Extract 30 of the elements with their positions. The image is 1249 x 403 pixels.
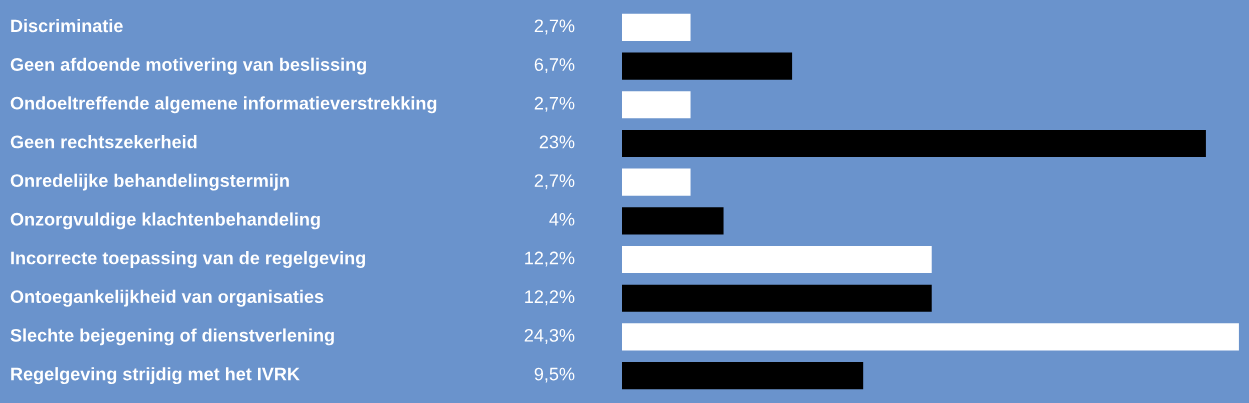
- data-label: 2,7%: [534, 96, 575, 112]
- y-tick-label: Incorrecte toepassing van de regelgeving: [11, 251, 365, 268]
- y-tick-label: Discriminatie: [11, 18, 123, 33]
- data-label: 23%: [539, 135, 575, 149]
- bar: [622, 362, 864, 390]
- y-tick-label: Onredelijke behandelingstermijn: [10, 173, 289, 191]
- data-label: 24,3%: [524, 328, 575, 344]
- bar: [622, 284, 932, 312]
- y-tick-label: Slechte bejegening of dienstverlening: [10, 328, 334, 346]
- data-label: 2,7%: [534, 19, 575, 35]
- data-label: 2,7%: [534, 174, 575, 190]
- y-tick-label: Geen afdoende motivering van beslissing: [10, 57, 366, 75]
- bar: [622, 52, 793, 80]
- bar: [622, 129, 1206, 158]
- y-tick-label: Geen rechtszekerheid: [10, 135, 197, 149]
- bar: [622, 323, 1239, 351]
- bar: [622, 207, 724, 235]
- bar: [622, 91, 691, 119]
- y-tick-label: Onzorgvuldige klachtenbehandeling: [10, 212, 320, 230]
- data-label: 6,7%: [534, 58, 575, 74]
- data-label: 12,2%: [525, 290, 575, 306]
- bar: [622, 13, 691, 41]
- bar: [622, 245, 932, 274]
- data-label: 4%: [549, 212, 575, 226]
- data-label: 12,2%: [525, 251, 575, 267]
- y-tick-label: Ontoegankelijkheid van organisaties: [10, 289, 324, 307]
- y-tick-label: Ondoeltreffende algemene informatieverstrekking: [10, 96, 437, 114]
- data-label: 9,5%: [534, 367, 575, 383]
- bar: [622, 168, 691, 196]
- y-tick-label: Regelgeving strijdig met het IVRK: [11, 367, 300, 385]
